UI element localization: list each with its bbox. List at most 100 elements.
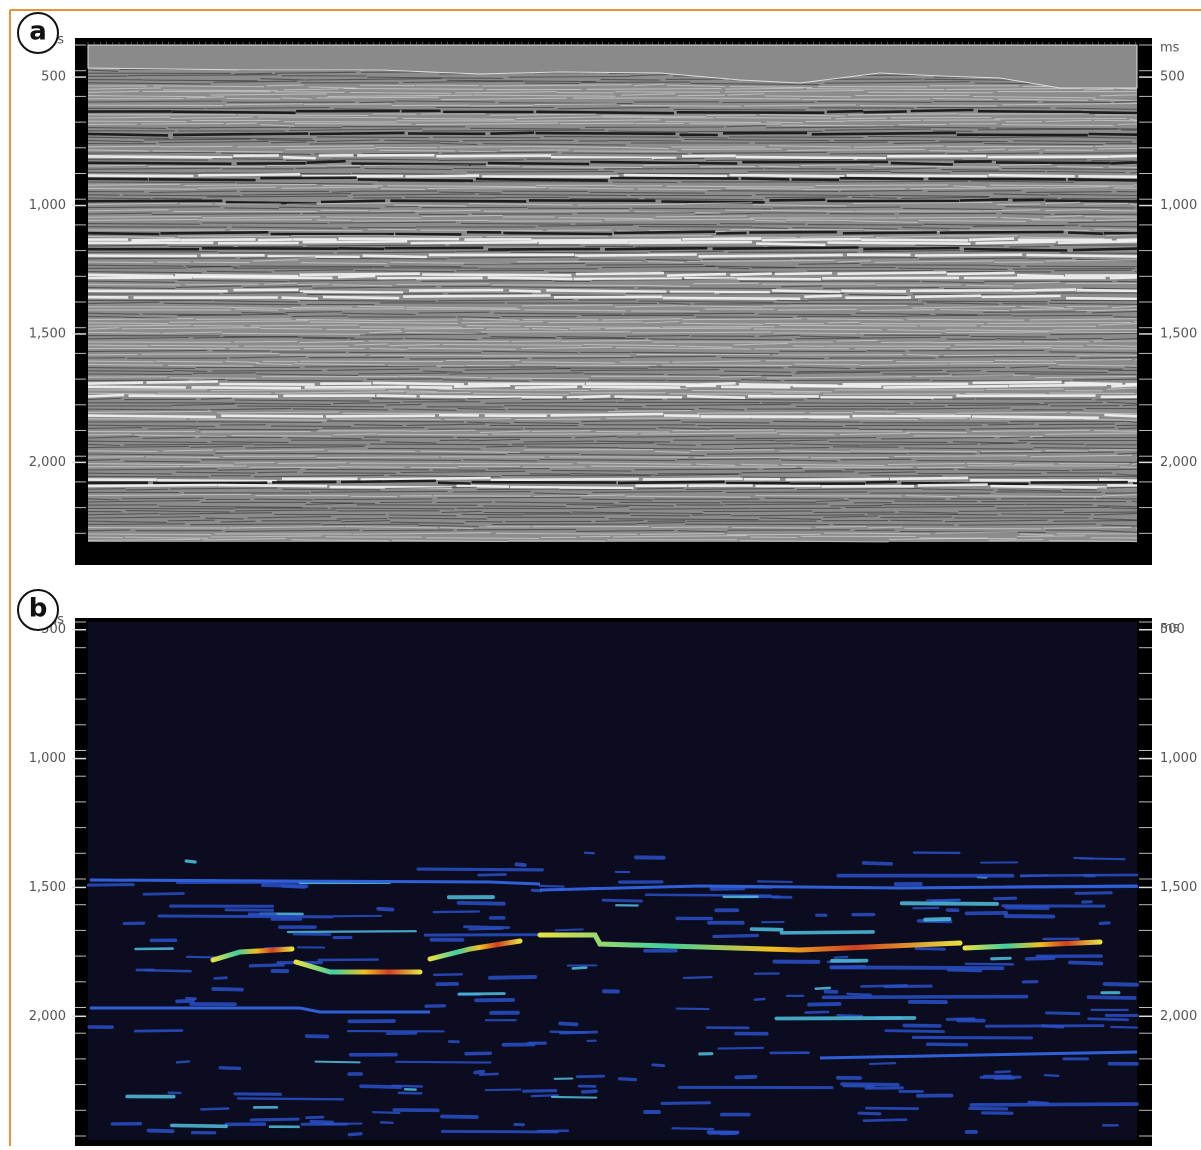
amplitude-streak [349,1134,361,1135]
amplitude-streak [859,1113,880,1114]
amplitude-streak [556,929,583,930]
amplitude-streak [560,1023,577,1024]
amplitude-streak [928,1044,967,1045]
y-tick-label: 1,000 [29,751,66,766]
amplitude-streak [288,931,416,932]
amplitude-streak [684,977,712,978]
amplitude-streak [816,988,830,989]
amplitude-streak [824,997,1027,998]
amplitude-streak [486,1089,521,1090]
y-tick-label: 1,000 [29,198,66,213]
y-tick-label-right: 500 [1160,70,1185,85]
amplitude-streak [434,974,462,975]
amplitude-streak [517,864,525,865]
unit-label-right: ms [1160,621,1180,636]
amplitude-streak [399,1093,421,1094]
amplitude-streak [464,927,508,928]
amplitude-streak [995,1071,1009,1072]
amplitude-streak [159,916,332,917]
amplitude-streak [916,949,944,950]
y-tick-label-right: 1,000 [1160,751,1197,766]
amplitude-streak [177,1001,193,1002]
amplitude-streak [480,1074,498,1075]
amplitude-streak [842,1084,898,1085]
amplitude-streak [551,1032,587,1033]
amplitude-streak [927,900,959,901]
amplitude-streak [251,1119,298,1120]
amplitude-streak [186,861,195,862]
amplitude-streak [282,886,304,887]
amplitude-streak [1006,907,1047,908]
amplitude-streak [1029,1102,1048,1103]
amplitude-streak [135,1030,182,1031]
seismic-image [88,622,1137,1140]
y-tick-label-right: 2,000 [1160,1009,1197,1024]
amplitude-streak [1076,893,1111,894]
amplitude-streak [238,1098,343,1099]
amplitude-streak [524,1091,556,1092]
amplitude-streak [948,970,981,971]
amplitude-streak [864,1120,906,1121]
amplitude-streak [177,1061,189,1062]
amplitude-streak [1027,958,1054,959]
amplitude-streak [187,957,215,958]
amplitude-streak [459,994,504,995]
amplitude-streak [970,1108,1007,1109]
amplitude-streak [806,1012,829,1013]
amplitude-streak [758,881,792,882]
amplitude-streak [809,1004,839,1005]
y-tick-label-right: 1,500 [1160,326,1197,341]
amplitude-streak [861,985,906,986]
amplitude-streak [925,919,949,920]
amplitude-streak [88,885,133,886]
amplitude-streak [1006,916,1054,917]
amplitude-streak [201,1109,228,1110]
amplitude-streak [311,1121,332,1122]
amplitude-streak [392,1086,422,1087]
amplitude-streak [992,958,1010,959]
amplitude-streak [714,936,757,937]
y-tick-label: 500 [41,70,66,85]
amplitude-streak [1105,984,1137,985]
amplitude-streak [226,910,273,911]
amplitude-streak [1045,1075,1058,1076]
amplitude-streak [781,932,873,933]
amplitude-streak [373,1112,399,1113]
y-tick-label: 2,000 [29,455,66,470]
amplitude-streak [573,968,586,969]
y-tick-label: 1,500 [29,880,66,895]
y-tick-label: 2,000 [29,1009,66,1024]
y-tick-label-right: 1,000 [1160,198,1197,213]
amplitude-streak [144,893,183,894]
amplitude-streak [316,1062,360,1063]
amplitude-streak [577,1076,603,1077]
amplitude-streak [971,1104,1137,1105]
amplitude-streak [646,895,771,896]
unit-label-right: ms [1160,41,1180,56]
amplitude-streak [466,1053,490,1054]
amplitude-streak [552,1097,596,1098]
amplitude-streak [479,875,506,876]
amplitude-streak [672,1128,713,1129]
amplitude-streak [886,1031,944,1032]
amplitude-streak [1047,1013,1079,1014]
amplitude-streak [540,886,564,887]
seismic-image [88,45,1137,542]
amplitude-streak [966,964,1013,965]
amplitude-streak [864,863,892,864]
amplitude-streak [475,1072,483,1073]
amplitude-streak [378,909,392,910]
amplitude-streak [149,1131,173,1132]
amplitude-streak [434,912,479,913]
amplitude-streak [1070,963,1101,964]
amplitude-streak [1074,858,1093,859]
amplitude-streak [442,1116,477,1117]
amplitude-streak [459,903,504,904]
amplitude-streak [718,1048,763,1049]
amplitude-streak [307,1117,323,1118]
amplitude-streak [620,1079,636,1080]
amplitude-streak [653,1065,664,1066]
amplitude-streak [1089,997,1135,998]
amplitude-streak [755,999,764,1000]
